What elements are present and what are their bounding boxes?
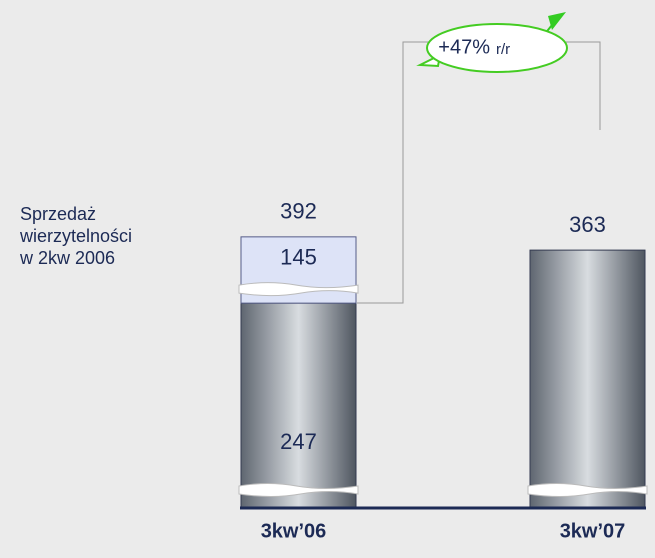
bracket [357, 41, 601, 304]
change-label: +47% [438, 36, 490, 58]
callout [426, 23, 568, 73]
bar-segment [240, 302, 357, 509]
total-label: 363 [569, 212, 606, 237]
change-unit: r/r [496, 41, 510, 58]
x-tick-label: 3kw’07 [560, 520, 626, 542]
x-tick-label: 3kw’06 [261, 520, 327, 542]
axis-break [527, 483, 648, 497]
axis-break [238, 282, 359, 297]
bar-segment [529, 249, 646, 509]
axis-break [238, 483, 359, 497]
segment-note: Sprzedaż wierzytelności w 2kw 2006 [20, 204, 133, 268]
data-label: 247 [280, 429, 317, 454]
total-label: 392 [280, 199, 317, 224]
data-label: 145 [280, 245, 317, 270]
